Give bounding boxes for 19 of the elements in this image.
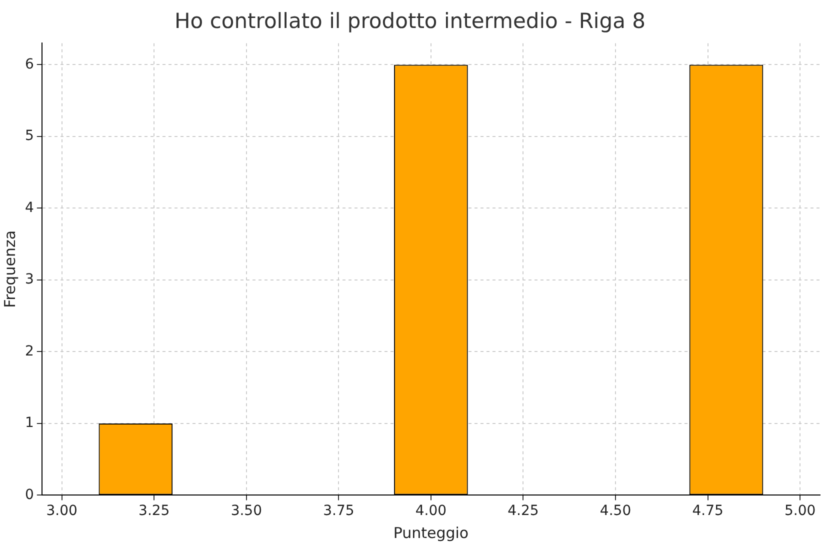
y-tick-label: 1 xyxy=(24,415,34,432)
x-tick-label: 3.00 xyxy=(46,503,78,520)
x-tick-label: 4.75 xyxy=(692,503,724,520)
x-tick-label: 4.00 xyxy=(415,503,447,520)
x-tick-label: 3.75 xyxy=(323,503,354,520)
y-tick-label: 6 xyxy=(24,56,34,72)
y-tick-label: 3 xyxy=(24,272,34,288)
x-tick-label: 3.25 xyxy=(138,503,170,520)
x-tick-label: 5.00 xyxy=(784,503,816,520)
x-axis-title: Punteggio xyxy=(393,524,469,542)
y-tick-label: 2 xyxy=(24,343,34,360)
y-tick-label: 4 xyxy=(24,200,34,216)
chart-title: Ho controllato il prodotto intermedio - Riga 8 xyxy=(174,9,646,34)
y-axis-title: Frequenza xyxy=(0,230,19,308)
x-tick-label: 3.50 xyxy=(230,503,262,520)
y-tick-label: 5 xyxy=(24,128,34,144)
x-tick-label: 4.25 xyxy=(508,503,539,520)
y-tick-label: 0 xyxy=(24,486,34,503)
x-tick-label: 4.50 xyxy=(600,503,632,520)
